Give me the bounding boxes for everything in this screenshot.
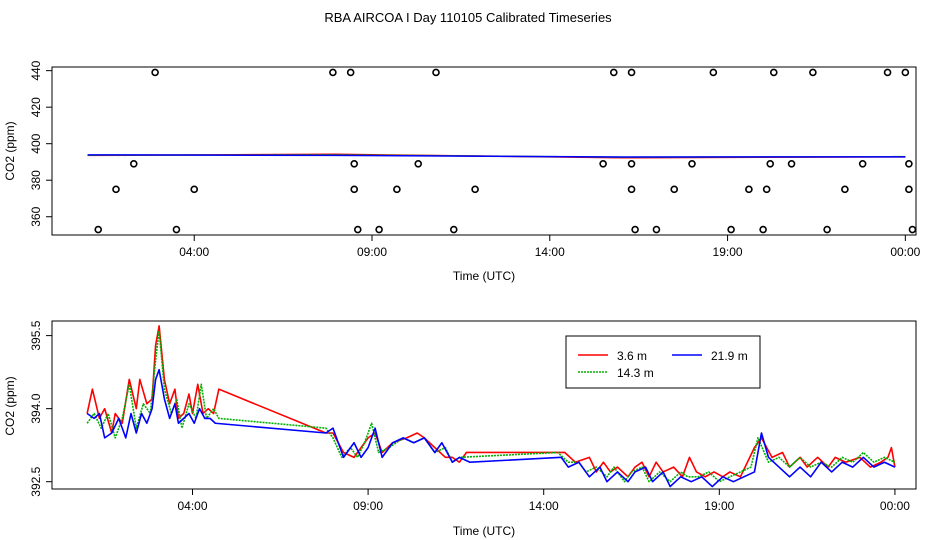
top-x-tick-label: 19:00 xyxy=(713,245,743,259)
top-scatter-point xyxy=(809,68,817,77)
legend-label-21-9m: 21.9 m xyxy=(711,349,748,363)
top-scatter-point xyxy=(858,159,867,168)
top-scatter-point xyxy=(375,225,383,234)
bottom-y-tick-label: 394.0 xyxy=(29,393,43,423)
bottom-plot-frame xyxy=(51,320,917,490)
top-panel: 04:00 09:00 14:00 19:00 00:00 360 380 400 420 44… xyxy=(3,60,921,283)
top-scatter-point xyxy=(841,185,849,194)
top-scatter-point xyxy=(329,68,337,77)
top-x-tick-label: 04:00 xyxy=(179,245,209,259)
top-scatter-point xyxy=(905,185,913,194)
bottom-x-axis-label: Time (UTC) xyxy=(453,524,515,538)
top-scatter-point xyxy=(766,159,775,168)
top-x-axis: 04:00 09:00 14:00 19:00 00:00 xyxy=(179,235,921,259)
top-points-group xyxy=(94,68,917,234)
bottom-y-axis: 392.5 394.0 395.5 xyxy=(29,320,52,497)
top-scatter-point xyxy=(471,185,479,194)
bottom-y-tick-label: 392.5 xyxy=(29,466,43,496)
top-scatter-point xyxy=(172,225,181,234)
top-scatter-point xyxy=(112,185,120,194)
top-scatter-point xyxy=(609,68,618,77)
bottom-x-axis: 04:00 09:00 14:00 19:00 00:00 xyxy=(177,489,910,513)
bottom-series-line xyxy=(86,368,896,488)
top-scatter-point xyxy=(350,185,359,194)
top-scatter-point xyxy=(762,185,771,194)
top-scatter-point xyxy=(190,185,199,194)
top-scatter-point xyxy=(709,68,718,77)
top-scatter-point xyxy=(769,68,778,77)
top-x-tick-label: 09:00 xyxy=(357,245,387,259)
top-scatter-point xyxy=(151,68,159,77)
figure-title: RBA AIRCOA I Day 110105 Calibrated Times… xyxy=(324,10,612,25)
top-y-tick-label: 440 xyxy=(29,60,43,80)
top-scatter-point xyxy=(688,159,696,168)
bottom-x-tick-label: 04:00 xyxy=(177,499,207,513)
top-scatter-point xyxy=(627,185,636,194)
top-scatter-point xyxy=(393,185,401,194)
top-scatter-point xyxy=(745,185,753,194)
top-scatter-point xyxy=(787,159,796,168)
bottom-x-tick-label: 00:00 xyxy=(880,499,910,513)
top-scatter-point xyxy=(432,68,440,77)
bottom-x-tick-label: 09:00 xyxy=(353,499,383,513)
top-scatter-point xyxy=(599,159,607,168)
top-series-line xyxy=(87,154,906,158)
top-series-group xyxy=(87,153,906,159)
top-x-tick-label: 00:00 xyxy=(890,245,920,259)
bottom-y-axis-label: CO2 (ppm) xyxy=(3,376,17,435)
bottom-panel: 04:00 09:00 14:00 19:00 00:00 392.5 394.0 395.… xyxy=(3,320,917,538)
top-scatter-point xyxy=(652,225,661,234)
top-scatter-point xyxy=(901,68,910,77)
top-y-tick-label: 380 xyxy=(29,170,43,190)
top-scatter-point xyxy=(759,225,767,234)
top-plot-frame xyxy=(51,66,917,236)
top-scatter-point xyxy=(346,68,355,77)
top-scatter-point xyxy=(727,225,735,234)
top-scatter-point xyxy=(905,159,913,168)
legend-label-14-3m: 14.3 m xyxy=(617,366,654,380)
top-y-tick-label: 420 xyxy=(29,97,43,117)
top-scatter-point xyxy=(449,225,458,234)
top-scatter-point xyxy=(353,225,362,234)
top-scatter-point xyxy=(129,159,138,168)
top-scatter-point xyxy=(631,225,639,234)
bottom-y-tick-label: 395.5 xyxy=(29,320,43,350)
top-scatter-point xyxy=(670,185,679,194)
top-scatter-point xyxy=(627,68,636,77)
top-scatter-point xyxy=(908,225,917,234)
top-x-axis-label: Time (UTC) xyxy=(453,269,515,283)
bottom-series-line xyxy=(86,329,896,483)
bottom-series-group xyxy=(86,325,896,488)
legend-box xyxy=(565,335,761,389)
top-scatter-point xyxy=(94,225,103,234)
top-y-tick-label: 400 xyxy=(29,133,43,153)
bottom-x-tick-label: 14:00 xyxy=(529,499,559,513)
legend-label-3-6m: 3.6 m xyxy=(617,349,647,363)
top-y-axis-label: CO2 (ppm) xyxy=(3,121,17,180)
top-scatter-point xyxy=(627,159,636,168)
top-scatter-point xyxy=(883,68,892,77)
bottom-x-tick-label: 19:00 xyxy=(704,499,734,513)
top-x-tick-label: 14:00 xyxy=(535,245,565,259)
legend: 3.6 m 14.3 m 21.9 m xyxy=(565,335,761,389)
top-scatter-point xyxy=(414,159,423,168)
top-y-tick-label: 360 xyxy=(29,206,43,226)
top-scatter-point xyxy=(823,225,831,234)
top-scatter-point xyxy=(350,159,359,168)
top-y-axis: 360 380 400 420 440 xyxy=(29,60,52,227)
bottom-series-line xyxy=(86,325,896,478)
